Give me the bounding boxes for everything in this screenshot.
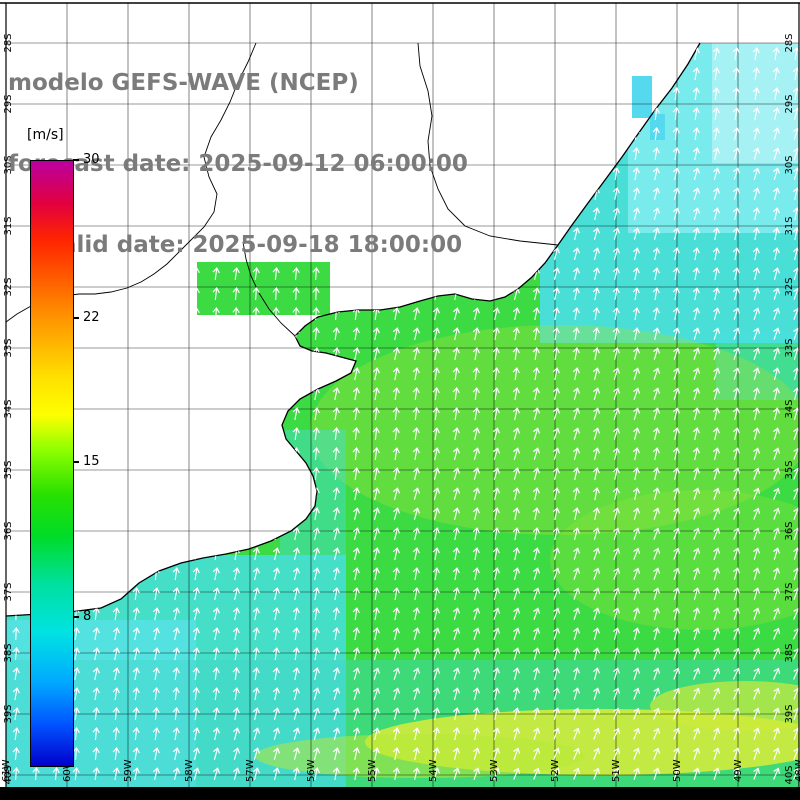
lon-label: 48W bbox=[794, 759, 800, 782]
forecast-date: forecast date: 2025-09-12 06:00:00 bbox=[8, 151, 468, 177]
lon-label: 61W bbox=[1, 759, 12, 782]
lat-label: 28S bbox=[784, 33, 795, 52]
lat-label: 29S bbox=[3, 94, 14, 113]
lat-label: 40S bbox=[3, 765, 14, 784]
colorbar-tick bbox=[73, 460, 79, 463]
lat-label: 30S bbox=[784, 155, 795, 174]
lat-label: 39S bbox=[784, 704, 795, 723]
lon-label: 51W bbox=[611, 759, 622, 782]
lat-label: 31S bbox=[3, 216, 14, 235]
lat-label: 37S bbox=[784, 582, 795, 601]
lon-label: 49W bbox=[733, 759, 744, 782]
lon-label: 57W bbox=[245, 759, 256, 782]
title-block: modelo GEFS-WAVE (NCEP) forecast date: 2… bbox=[8, 16, 468, 313]
valid-date: valid date: 2025-09-18 18:00:00 bbox=[46, 232, 463, 258]
lat-label: 39S bbox=[3, 704, 14, 723]
lat-label: 29S bbox=[784, 94, 795, 113]
colorbar-tick bbox=[73, 316, 79, 319]
axis-labels: 61W 60W 59W 58W 57W 56W 55W 54W 53W 52W 51W 50W 49W 4… bbox=[1, 33, 800, 784]
colorbar-tick bbox=[73, 615, 79, 618]
colorbar-tick-label: 22 bbox=[83, 309, 100, 325]
lagoon-water bbox=[632, 76, 652, 118]
lon-label: 60W bbox=[62, 759, 73, 782]
lat-label: 28S bbox=[3, 33, 14, 52]
inland-border bbox=[417, 42, 559, 246]
lat-label: 34S bbox=[3, 399, 14, 418]
lat-label: 33S bbox=[3, 338, 14, 357]
lon-label: 56W bbox=[306, 759, 317, 782]
lat-label: 37S bbox=[3, 582, 14, 601]
colorbar-unit-label: [m/s] bbox=[27, 127, 64, 143]
colorbar-tick-label: 30 bbox=[83, 152, 100, 167]
lon-label: 59W bbox=[123, 759, 134, 782]
lon-label: 52W bbox=[550, 759, 561, 782]
lat-label: 30S bbox=[3, 155, 14, 174]
inland-border bbox=[242, 241, 296, 337]
lat-label: 35S bbox=[784, 460, 795, 479]
lat-label: 38S bbox=[3, 643, 14, 662]
lat-label: 36S bbox=[784, 521, 795, 540]
lon-label: 50W bbox=[672, 759, 683, 782]
lat-label: 38S bbox=[784, 643, 795, 662]
colorbar-tick-label: 8 bbox=[83, 608, 92, 624]
colorbar-tick-label: 15 bbox=[83, 453, 100, 469]
colorbar-gradient bbox=[30, 160, 74, 767]
lat-label: 34S bbox=[784, 399, 795, 418]
lat-label: 40S bbox=[784, 765, 795, 784]
lat-label: 31S bbox=[784, 216, 795, 235]
lagoon-water bbox=[650, 114, 665, 140]
lat-label: 35S bbox=[3, 460, 14, 479]
colorbar-tick bbox=[73, 159, 79, 161]
lon-label: 54W bbox=[428, 759, 439, 782]
lat-label: 32S bbox=[3, 277, 14, 296]
lat-label: 33S bbox=[784, 338, 795, 357]
lat-label: 32S bbox=[784, 277, 795, 296]
lon-label: 55W bbox=[367, 759, 378, 782]
lon-label: 58W bbox=[184, 759, 195, 782]
lon-label: 53W bbox=[489, 759, 500, 782]
model-title: modelo GEFS-WAVE (NCEP) bbox=[8, 70, 359, 96]
lat-label: 36S bbox=[3, 521, 14, 540]
